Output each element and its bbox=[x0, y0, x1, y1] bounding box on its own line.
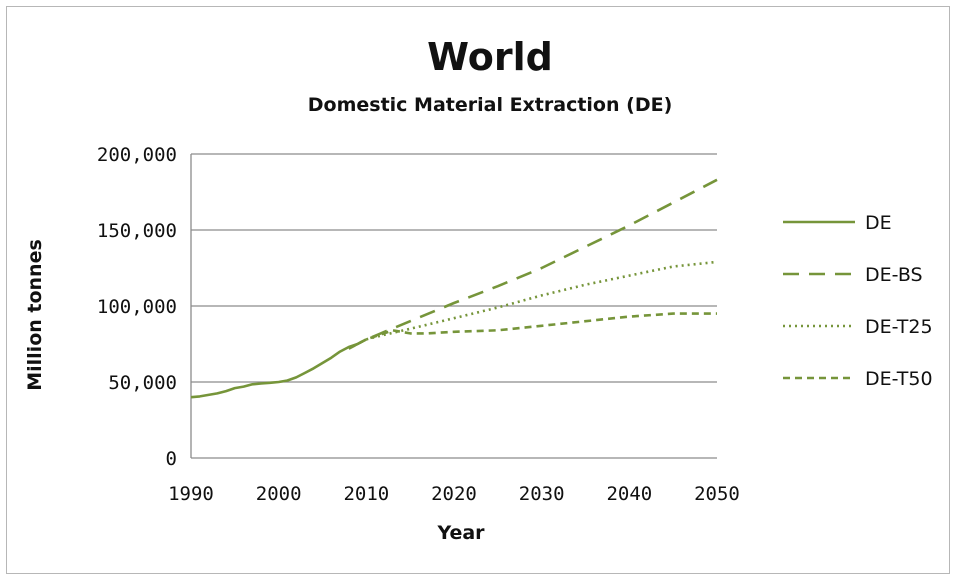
x-tick-label: 2020 bbox=[431, 483, 477, 505]
legend: DE DE-BS DE-T25 DE-T50 bbox=[783, 212, 933, 390]
series-line-de-t25 bbox=[365, 260, 718, 341]
legend-label-de: DE bbox=[865, 212, 892, 234]
y-axis-ticks: 0 50,000 100,000 150,000 200,000 bbox=[97, 144, 177, 470]
legend-label-de-t25: DE-T25 bbox=[865, 316, 933, 338]
x-tick-label: 2000 bbox=[256, 483, 302, 505]
chart-frame: World Domestic Material Extraction (DE) … bbox=[6, 6, 950, 574]
chart-subtitle: Domestic Material Extraction (DE) bbox=[308, 94, 673, 116]
gridlines bbox=[190, 153, 717, 459]
y-tick-label: 50,000 bbox=[108, 372, 177, 394]
x-tick-label: 2030 bbox=[519, 483, 565, 505]
y-tick-label: 100,000 bbox=[97, 296, 177, 318]
series-lines bbox=[190, 178, 718, 399]
x-axis-label: Year bbox=[436, 522, 485, 544]
x-axis-ticks: 1990 2000 2010 2020 2030 2040 2050 bbox=[168, 483, 740, 505]
y-tick-label: 150,000 bbox=[97, 220, 177, 242]
chart-title: World bbox=[427, 35, 553, 79]
y-tick-label: 200,000 bbox=[97, 144, 177, 166]
series-line-de-bs bbox=[348, 178, 718, 350]
y-tick-label: 0 bbox=[166, 448, 177, 470]
x-tick-label: 2010 bbox=[343, 483, 389, 505]
legend-label-de-t50: DE-T50 bbox=[865, 368, 933, 390]
series-line-de bbox=[190, 338, 367, 399]
series-line-de-t50 bbox=[348, 312, 717, 350]
x-tick-label: 1990 bbox=[168, 483, 214, 505]
legend-label-de-bs: DE-BS bbox=[865, 264, 923, 286]
y-axis-label: Million tonnes bbox=[24, 239, 46, 391]
x-tick-label: 2040 bbox=[606, 483, 652, 505]
chart: World Domestic Material Extraction (DE) … bbox=[24, 35, 933, 544]
x-tick-label: 2050 bbox=[694, 483, 740, 505]
